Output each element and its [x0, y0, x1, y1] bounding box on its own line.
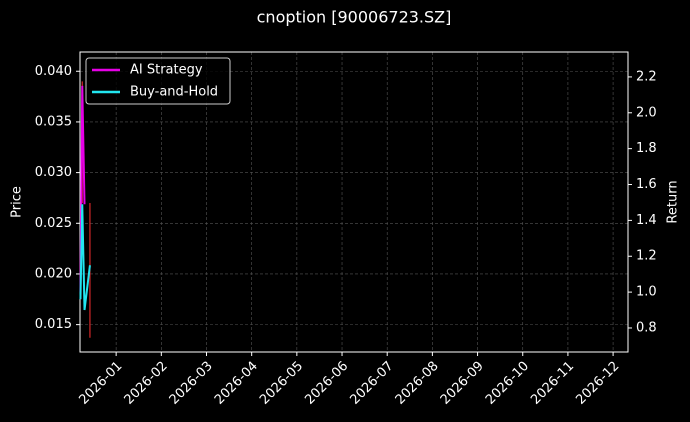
x-tick-label: 2026-03: [167, 359, 216, 408]
y-tick-label: 0.020: [35, 266, 72, 281]
y-tick-label: 0.040: [35, 64, 72, 79]
x-tick-label: 2026-05: [257, 359, 306, 408]
x-tick-label: 2026-10: [483, 359, 532, 408]
y2-tick-label: 0.8: [636, 320, 657, 335]
y-axis-label: Price: [10, 186, 25, 218]
x-tick-label: 2026-02: [122, 359, 171, 408]
legend-label: Buy-and-Hold: [130, 85, 218, 100]
x-tick-label: 2026-08: [393, 359, 442, 408]
y-tick-label: 0.025: [35, 216, 72, 231]
y2-tick-label: 1.8: [636, 141, 657, 156]
y2-tick-label: 2.0: [636, 105, 657, 120]
y2-tick-label: 1.2: [636, 249, 657, 264]
x-tick-label: 2026-09: [438, 359, 487, 408]
y2-tick-label: 1.0: [636, 285, 657, 300]
x-tick-label: 2026-06: [302, 359, 351, 408]
y2-tick-label: 1.6: [636, 177, 657, 192]
plot-frame: [79, 51, 629, 353]
series-line: [79, 204, 91, 311]
y-tick-label: 0.015: [35, 317, 72, 332]
legend-box: [85, 57, 231, 105]
chart-title: cnoption [90006723.SZ]: [257, 8, 452, 27]
y2-axis-label: Return: [666, 180, 681, 223]
legend-label: AI Strategy: [130, 63, 203, 78]
x-tick-label: 2026-04: [212, 359, 261, 408]
y-tick-label: 0.030: [35, 165, 72, 180]
x-tick-label: 2026-12: [573, 359, 622, 408]
y-tick-label: 0.035: [35, 114, 72, 129]
x-tick-label: 2026-07: [347, 359, 396, 408]
x-tick-label: 2026-01: [76, 359, 125, 408]
y2-tick-label: 2.2: [636, 69, 657, 84]
y2-tick-label: 1.4: [636, 213, 657, 228]
x-tick-label: 2026-11: [528, 359, 577, 408]
